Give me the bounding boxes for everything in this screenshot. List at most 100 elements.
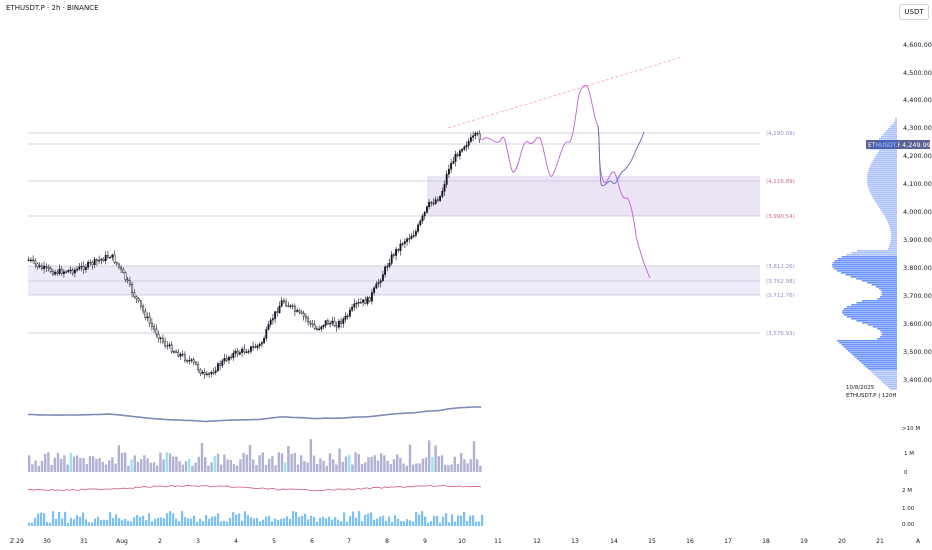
time-axis-left-icon[interactable]: Z (10, 538, 14, 545)
level-label: (4,116.89) (766, 179, 795, 185)
histogram-bar (184, 517, 187, 526)
last-price-label: 4,249.99 (902, 141, 931, 149)
candle (34, 260, 37, 265)
projection-path-main[interactable] (481, 85, 651, 279)
volume-bar (178, 461, 181, 472)
profile-row (879, 150, 897, 152)
volume-bar (168, 453, 172, 472)
candle (401, 243, 404, 245)
volume-bar (405, 465, 408, 472)
candle (106, 255, 109, 258)
histogram-bar (166, 513, 169, 526)
candle (161, 337, 164, 342)
candle (155, 328, 158, 335)
candle (450, 163, 453, 170)
candle (276, 311, 279, 313)
histogram-bar (130, 521, 133, 526)
candle (62, 271, 65, 274)
volume-bar (156, 465, 159, 472)
histogram-bar (115, 514, 118, 526)
profile-row (873, 158, 897, 160)
candle (249, 346, 252, 352)
volume-bar (479, 465, 482, 472)
candle (304, 316, 307, 319)
candle (318, 328, 321, 331)
candle (227, 356, 230, 361)
candle (329, 323, 332, 325)
volume-bar (223, 454, 226, 472)
candle (159, 337, 162, 340)
profile-row (888, 128, 897, 130)
profile-row (893, 122, 897, 124)
volume-bar (79, 457, 82, 472)
candle (153, 326, 156, 330)
histogram-bar (451, 514, 454, 526)
histogram-bar (436, 515, 439, 526)
candle (390, 254, 393, 264)
profile-row (870, 370, 897, 372)
profile-row (843, 308, 897, 310)
histogram-bar (442, 516, 445, 526)
profile-row (837, 258, 897, 260)
candle (115, 262, 118, 265)
time-tick: 11 (494, 538, 502, 545)
symbol-title[interactable]: ETHUSDT.P · 2h · BINANCE (6, 4, 99, 12)
histogram-bar (37, 513, 40, 526)
candle (406, 238, 409, 242)
volume-bar (284, 462, 287, 472)
profile-row (881, 334, 897, 336)
profile-row (876, 154, 897, 156)
volume-bar (149, 462, 152, 472)
histogram-bar (400, 521, 403, 526)
volume-bar (66, 464, 69, 472)
histogram-bar (214, 516, 217, 526)
volume-bar (415, 463, 418, 472)
profile-row (861, 362, 897, 364)
histogram-bar (178, 521, 181, 526)
volume-bar (319, 458, 322, 472)
volume-bar (421, 458, 424, 472)
candle (170, 344, 173, 353)
candle (337, 320, 340, 328)
candle (181, 353, 184, 356)
histogram-bar (190, 518, 193, 526)
time-tick: 2 (158, 538, 162, 545)
volume-bar (261, 452, 264, 472)
histogram-bar (208, 518, 211, 526)
histogram-bar (448, 522, 451, 526)
profile-row (856, 278, 897, 280)
profile-row (865, 366, 897, 368)
level-label: (4,290.09) (766, 131, 795, 137)
time-axis-right-icon[interactable]: A (916, 538, 921, 545)
time-tick: 5 (272, 538, 276, 545)
profile-row (841, 344, 897, 346)
volume-bar (428, 440, 431, 472)
level-label: (3,812.26) (766, 264, 795, 270)
resistance-trendline[interactable] (447, 56, 683, 129)
candle (201, 371, 204, 374)
profile-row (877, 298, 897, 300)
histogram-bar (460, 515, 463, 526)
volume-bar (63, 455, 66, 472)
volume-bar (306, 462, 309, 472)
volume-bar (396, 454, 399, 472)
projection-path-alt[interactable] (597, 125, 645, 187)
profile-row (850, 276, 897, 278)
histogram-bar (34, 517, 37, 526)
currency-button[interactable]: USDT (899, 4, 929, 20)
histogram-bar (301, 515, 304, 526)
profile-row (880, 296, 897, 298)
candle (192, 359, 195, 363)
histogram-bar (253, 518, 256, 526)
candle (410, 236, 413, 239)
candle (373, 287, 376, 293)
candle (322, 325, 325, 328)
candle (289, 305, 292, 307)
profile-row (875, 202, 897, 204)
candle (40, 265, 43, 269)
candle (67, 270, 70, 273)
volume-bar (248, 444, 252, 472)
price-tick: 3,700.00 (903, 292, 932, 300)
histogram-bar (457, 515, 460, 526)
